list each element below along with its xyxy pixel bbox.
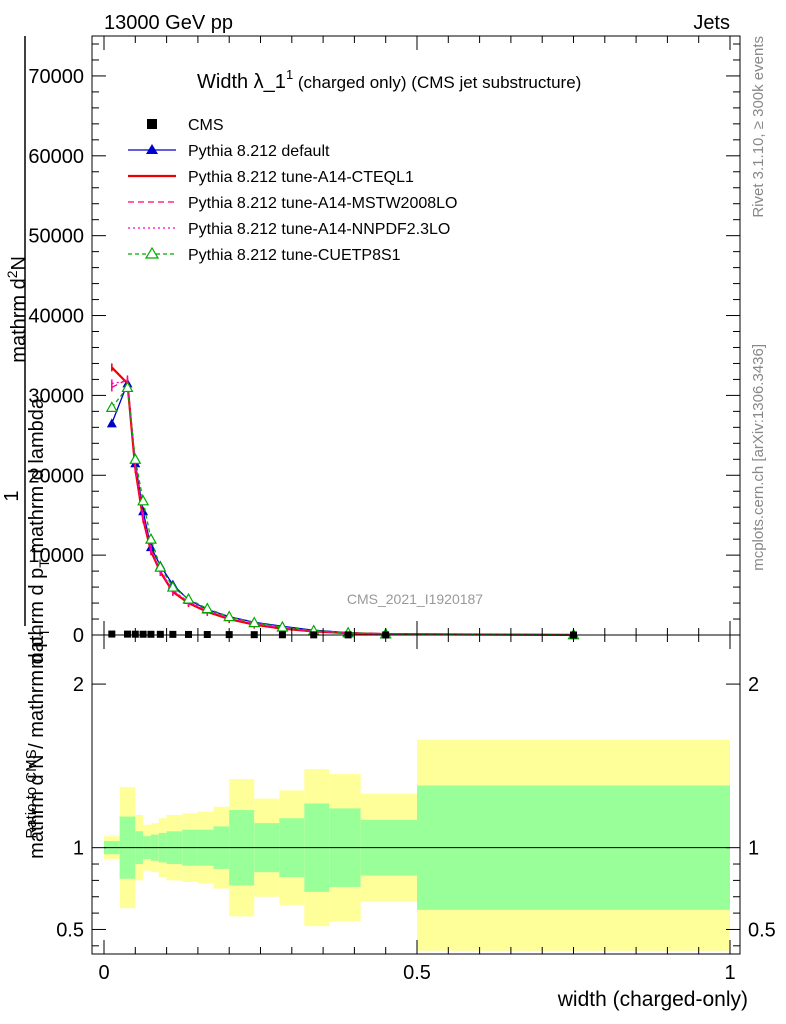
legend-label-2: Pythia 8.212 tune-A14-CTEQL1 xyxy=(188,169,414,186)
analysis-id: CMS_2021_I1920187 xyxy=(347,591,483,607)
legend-marker-1 xyxy=(146,144,158,154)
cms-data-point xyxy=(169,630,177,638)
ratio-yticks: 0.5 0.5 1 1 2 2 xyxy=(56,674,776,947)
series-marker-5 xyxy=(223,610,236,622)
main-ytick-label: 50000 xyxy=(28,226,84,248)
x-axis-label: width (charged-only) xyxy=(557,988,748,1011)
legend-marker-cms xyxy=(147,119,157,129)
ratio-xticks: 0 0.5 1 xyxy=(98,635,736,984)
legend-label-4: Pythia 8.212 tune-A14-NNPDF2.3LO xyxy=(188,221,450,238)
chart-title-sub: (charged only) (CMS jet substructure) xyxy=(293,73,581,92)
cms-data-point xyxy=(108,630,116,638)
legend-marker-5 xyxy=(144,246,160,259)
cms-data-point xyxy=(139,630,147,638)
chart-title: Width λ_11 (charged only) (CMS jet subst… xyxy=(197,67,581,93)
main-ytick-label: 20000 xyxy=(28,465,84,487)
ratio-ytick-label-right: 2 xyxy=(748,674,759,696)
ratio-ytick-label: 0.5 xyxy=(56,919,84,941)
series-marker-5 xyxy=(137,494,150,506)
series-marker-5 xyxy=(182,592,195,604)
y-axis-label: 1 mathrm d N / mathrm d pT mathrm d2N ma… xyxy=(1,36,52,859)
ratio-ylabel: Ratio to CMS xyxy=(23,749,40,838)
ratio-ytick-label-right: 0.5 xyxy=(748,919,776,941)
legend-label-3: Pythia 8.212 tune-A14-MSTW2008LO xyxy=(188,195,457,212)
series-marker-5 xyxy=(144,532,157,544)
ratio-xtick-label: 0.5 xyxy=(403,962,431,984)
ylabel-right-bottom-sub: T xyxy=(36,559,52,568)
main-xticks xyxy=(103,36,731,635)
rivet-label: Rivet 3.1.10, ≥ 300k events xyxy=(750,36,767,218)
ratio-ytick-label: 2 xyxy=(73,674,84,696)
main-ytick-label: 40000 xyxy=(28,306,84,328)
legend-label-0: CMS xyxy=(188,117,224,134)
series-marker-5 xyxy=(166,580,179,592)
mcplots-label: mcplots.cern.ch [arXiv:1306.3436] xyxy=(750,344,767,571)
ylabel-right-top-text: mathrm d xyxy=(8,278,30,362)
series-marker-5 xyxy=(121,381,134,393)
cms-data-point xyxy=(156,630,164,638)
series-marker-5 xyxy=(105,401,118,412)
series-marker-5 xyxy=(154,560,167,572)
group-label: Jets xyxy=(693,12,730,34)
series-marker-5 xyxy=(248,616,261,628)
ratio-marks xyxy=(104,739,730,951)
main-ytick-label: 0 xyxy=(73,625,84,647)
energy-label: 13000 GeV pp xyxy=(104,12,233,34)
series-line-2 xyxy=(111,366,574,636)
ylabel-denominator-text: mathrm d N / mathrm d p xyxy=(26,637,48,859)
cms-data-point xyxy=(185,630,193,638)
series-marker-1 xyxy=(138,506,149,516)
ratio-panel: 0.5 0.51 12 2 0 0.5 1 Ratio to CMS width (cha… xyxy=(23,634,776,1011)
ratio-xtick-label: 0 xyxy=(98,962,109,984)
series-marker-5 xyxy=(276,620,289,632)
series-marker-5 xyxy=(201,602,214,614)
ylabel-numerator: 1 xyxy=(1,490,23,501)
ylabel-denominator-sub: T xyxy=(36,628,52,637)
ylabel-right-bottom: mathrm d pT mathrm d lambda xyxy=(26,397,52,669)
main-panel: 0 10000 20000 30000 40000 50000 60000 70000 Wid… xyxy=(1,35,741,859)
ratio-xtick-label: 1 xyxy=(724,962,735,984)
ylabel-right-tail: mathrm d lambda xyxy=(26,397,48,559)
main-ytick-label: 10000 xyxy=(28,545,84,567)
ylabel-right-top: mathrm d2N xyxy=(4,256,30,363)
ylabel-denominator: mathrm d N / mathrm d pT xyxy=(26,628,52,859)
main-ytick-label: 60000 xyxy=(28,146,84,168)
cms-data-point xyxy=(123,630,131,638)
series-line-5 xyxy=(111,385,574,636)
series-marker-5 xyxy=(129,453,142,464)
legend-label-5: Pythia 8.212 tune-CUETP8S1 xyxy=(188,247,401,264)
main-ytick-label: 30000 xyxy=(28,385,84,407)
main-yticks: 0 10000 20000 30000 40000 50000 60000 70000 xyxy=(28,43,740,647)
series-line-4 xyxy=(111,380,574,636)
ratio-frame xyxy=(91,634,741,955)
ratio-ytick-label-right: 1 xyxy=(748,838,759,860)
ylabel-right-top-sup: 2 xyxy=(4,270,20,278)
chart-title-main: Width λ_1 xyxy=(197,71,286,93)
ratio-ytick-label: 1 xyxy=(73,838,84,860)
legend-label-1: Pythia 8.212 default xyxy=(188,143,330,160)
legend: CMS Pythia 8.212 default Pythia 8.212 tune… xyxy=(128,117,457,264)
series-marker-1 xyxy=(106,418,117,428)
cms-data-point xyxy=(147,630,155,638)
ylabel-right-bottom-text: mathrm d p xyxy=(26,568,48,669)
ylabel-right-top-n: N xyxy=(8,256,30,270)
main-marks xyxy=(105,363,580,640)
main-ytick-label: 70000 xyxy=(28,66,84,88)
chart-title-sup: 1 xyxy=(286,67,293,82)
